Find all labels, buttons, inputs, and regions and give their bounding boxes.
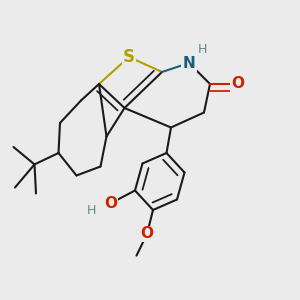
Text: H: H bbox=[87, 204, 96, 217]
Text: O: O bbox=[231, 76, 244, 92]
Text: S: S bbox=[123, 48, 135, 66]
Text: O: O bbox=[104, 196, 118, 211]
Text: N: N bbox=[183, 56, 195, 70]
Text: H: H bbox=[198, 43, 207, 56]
Text: O: O bbox=[140, 226, 154, 242]
